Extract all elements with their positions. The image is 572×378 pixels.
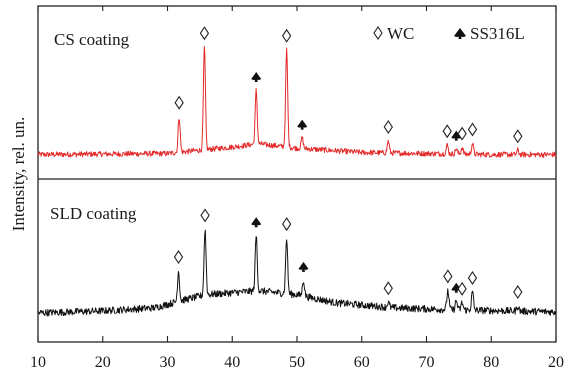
- wc-peak-marker-icon: [467, 270, 478, 285]
- series-line-sld-coating: [37, 229, 557, 317]
- wc-peak-marker-icon: [383, 120, 393, 134]
- wc-peak-marker-icon: [200, 208, 210, 223]
- x-tick-label: 50: [289, 354, 305, 371]
- ss316l-peak-marker-icon: [298, 261, 309, 272]
- x-tick-label: 20: [95, 354, 111, 371]
- x-tick-label: 30: [160, 354, 176, 371]
- series-line-cs-coating: [37, 46, 557, 158]
- wc-peak-marker-icon: [457, 281, 467, 296]
- legend-label-wc: WC: [387, 24, 414, 43]
- x-tick-label: 60: [354, 354, 370, 371]
- series-label-sld-coating: SLD coating: [50, 204, 137, 223]
- wc-peak-marker-icon: [173, 250, 184, 265]
- wc-peak-marker-icon: [281, 28, 292, 43]
- ss316l-peak-marker-icon: [251, 72, 262, 83]
- wc-peak-marker-icon: [281, 217, 292, 232]
- ss316l-peak-marker-icon: [251, 217, 262, 228]
- wc-peak-marker-icon: [513, 285, 523, 300]
- plot-frame: [37, 5, 557, 343]
- legend-wc-diamond-icon: [373, 26, 383, 40]
- legend-label-ss316l: SS316L: [470, 24, 525, 43]
- x-tick-label: 70: [419, 354, 435, 371]
- peak-markers: [173, 26, 523, 300]
- ss316l-peak-marker-icon: [451, 130, 462, 141]
- x-tick-label: 40: [224, 354, 240, 371]
- x-axis-ticks: 10 20 30 40 50 60 70 80 20: [30, 6, 564, 371]
- ss316l-peak-marker-icon: [297, 119, 308, 130]
- legend-ss316l-spade-icon: [454, 28, 466, 39]
- wc-peak-marker-icon: [174, 95, 184, 110]
- series-label-cs-coating: CS coating: [54, 30, 130, 49]
- wc-peak-marker-icon: [383, 281, 393, 296]
- wc-peak-marker-icon: [513, 129, 523, 144]
- x-tick-label: 80: [483, 354, 499, 371]
- wc-peak-marker-icon: [199, 26, 210, 41]
- legend: WC SS316L: [373, 24, 525, 43]
- wc-peak-marker-icon: [442, 124, 452, 139]
- y-axis-label: Intensity, rel. un.: [9, 117, 28, 232]
- x-tick-label: 10: [30, 354, 46, 371]
- wc-peak-marker-icon: [443, 269, 453, 284]
- x-tick-label: 20: [548, 354, 564, 371]
- wc-peak-marker-icon: [467, 122, 478, 137]
- wc-peak-marker-icon: [457, 126, 467, 141]
